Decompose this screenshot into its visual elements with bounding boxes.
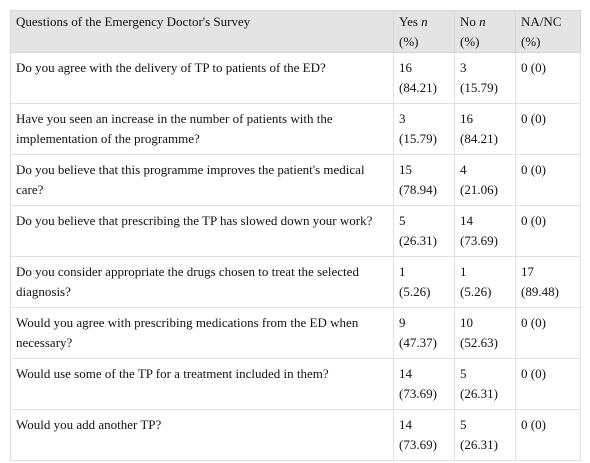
table-row: Do you believe that this programme impro… bbox=[10, 154, 581, 206]
question-cell: Would you agree with prescribing medicat… bbox=[10, 307, 394, 359]
yes-cell: 9 (47.37) bbox=[393, 307, 455, 359]
table-row: Would you agree with prescribing medicat… bbox=[10, 307, 581, 359]
na-cell: 0 (0) bbox=[515, 205, 581, 257]
table-row: Would you add another TP? 14 (73.69) 5 (26.3… bbox=[10, 409, 581, 461]
question-cell: Do you consider appropriate the drugs ch… bbox=[10, 256, 394, 308]
survey-table: Questions of the Emergency Doctor's Surv… bbox=[10, 10, 581, 461]
yes-cell: 5 (26.31) bbox=[393, 205, 455, 257]
no-cell: 5 (26.31) bbox=[454, 358, 516, 410]
table-row: Do you consider appropriate the drugs ch… bbox=[10, 256, 581, 308]
yes-cell: 14 (73.69) bbox=[393, 358, 455, 410]
yes-cell: 1 (5.26) bbox=[393, 256, 455, 308]
no-cell: 4 (21.06) bbox=[454, 154, 516, 206]
table-row: Have you seen an increase in the number … bbox=[10, 103, 581, 155]
yes-cell: 14 (73.69) bbox=[393, 409, 455, 461]
question-cell: Do you believe that this programme impro… bbox=[10, 154, 394, 206]
table-row: Do you believe that prescribing the TP h… bbox=[10, 205, 581, 257]
survey-table-container: Questions of the Emergency Doctor's Surv… bbox=[10, 10, 581, 461]
yes-cell: 16 (84.21) bbox=[393, 52, 455, 104]
header-yes: Yes n (%) bbox=[393, 10, 455, 53]
no-cell: 5 (26.31) bbox=[454, 409, 516, 461]
question-cell: Would use some of the TP for a treatment… bbox=[10, 358, 394, 410]
no-cell: 3 (15.79) bbox=[454, 52, 516, 104]
na-cell: 0 (0) bbox=[515, 307, 581, 359]
question-cell: Do you agree with the delivery of TP to … bbox=[10, 52, 394, 104]
na-cell: 17 (89.48) bbox=[515, 256, 581, 308]
na-cell: 0 (0) bbox=[515, 358, 581, 410]
no-cell: 1 (5.26) bbox=[454, 256, 516, 308]
na-cell: 0 (0) bbox=[515, 409, 581, 461]
na-cell: 0 (0) bbox=[515, 103, 581, 155]
yes-cell: 3 (15.79) bbox=[393, 103, 455, 155]
question-cell: Do you believe that prescribing the TP h… bbox=[10, 205, 394, 257]
question-cell: Have you seen an increase in the number … bbox=[10, 103, 394, 155]
na-cell: 0 (0) bbox=[515, 154, 581, 206]
na-cell: 0 (0) bbox=[515, 52, 581, 104]
header-row: Questions of the Emergency Doctor's Surv… bbox=[10, 10, 581, 53]
no-cell: 14 (73.69) bbox=[454, 205, 516, 257]
header-no: No n (%) bbox=[454, 10, 516, 53]
table-row: Would use some of the TP for a treatment… bbox=[10, 358, 581, 410]
no-cell: 10 (52.63) bbox=[454, 307, 516, 359]
header-na: NA/NC (%) bbox=[515, 10, 581, 53]
question-cell: Would you add another TP? bbox=[10, 409, 394, 461]
table-row: Do you agree with the delivery of TP to … bbox=[10, 52, 581, 104]
no-cell: 16 (84.21) bbox=[454, 103, 516, 155]
header-question: Questions of the Emergency Doctor's Surv… bbox=[10, 10, 394, 53]
yes-cell: 15 (78.94) bbox=[393, 154, 455, 206]
